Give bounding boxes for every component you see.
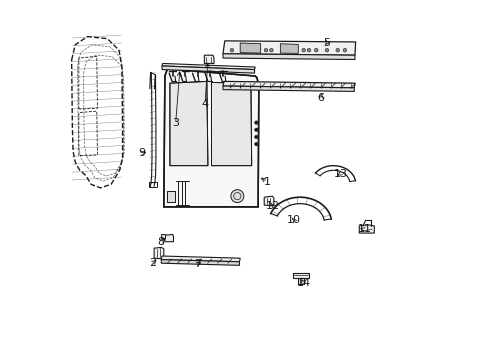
Text: 1: 1 xyxy=(264,177,271,187)
Polygon shape xyxy=(161,234,164,238)
Text: 4: 4 xyxy=(201,99,208,109)
Text: 9: 9 xyxy=(139,148,145,158)
Circle shape xyxy=(301,48,305,52)
Text: 12: 12 xyxy=(265,201,280,211)
Polygon shape xyxy=(161,260,239,265)
Text: 5: 5 xyxy=(323,38,330,48)
Circle shape xyxy=(335,48,339,52)
Circle shape xyxy=(254,135,258,139)
Polygon shape xyxy=(204,55,214,63)
Polygon shape xyxy=(240,43,260,53)
Circle shape xyxy=(254,121,258,125)
Polygon shape xyxy=(359,225,373,233)
Polygon shape xyxy=(169,81,207,166)
Text: 8: 8 xyxy=(158,237,164,247)
Circle shape xyxy=(230,48,233,52)
Text: 14: 14 xyxy=(296,278,310,288)
Text: 10: 10 xyxy=(286,215,301,225)
Circle shape xyxy=(269,48,273,52)
Polygon shape xyxy=(166,191,174,202)
Text: 7: 7 xyxy=(193,259,200,269)
Polygon shape xyxy=(223,86,353,91)
Polygon shape xyxy=(223,54,354,59)
Polygon shape xyxy=(162,63,255,69)
Polygon shape xyxy=(264,196,273,206)
Circle shape xyxy=(325,48,328,52)
Polygon shape xyxy=(164,234,173,242)
Circle shape xyxy=(254,128,258,132)
Polygon shape xyxy=(211,82,251,166)
Polygon shape xyxy=(161,256,240,262)
Polygon shape xyxy=(154,247,163,259)
Circle shape xyxy=(264,48,267,52)
Circle shape xyxy=(254,142,258,146)
Text: 3: 3 xyxy=(172,118,179,128)
Polygon shape xyxy=(162,66,254,73)
Polygon shape xyxy=(292,273,308,278)
Text: 2: 2 xyxy=(149,258,156,268)
Polygon shape xyxy=(223,41,355,55)
Polygon shape xyxy=(280,44,298,53)
Text: 11: 11 xyxy=(357,225,371,234)
Circle shape xyxy=(230,190,244,203)
Text: 6: 6 xyxy=(316,93,324,103)
Polygon shape xyxy=(298,278,303,284)
Polygon shape xyxy=(163,69,258,207)
Circle shape xyxy=(343,48,346,52)
Polygon shape xyxy=(223,81,354,88)
Circle shape xyxy=(314,48,317,52)
Text: 13: 13 xyxy=(333,168,347,179)
Circle shape xyxy=(306,48,310,52)
